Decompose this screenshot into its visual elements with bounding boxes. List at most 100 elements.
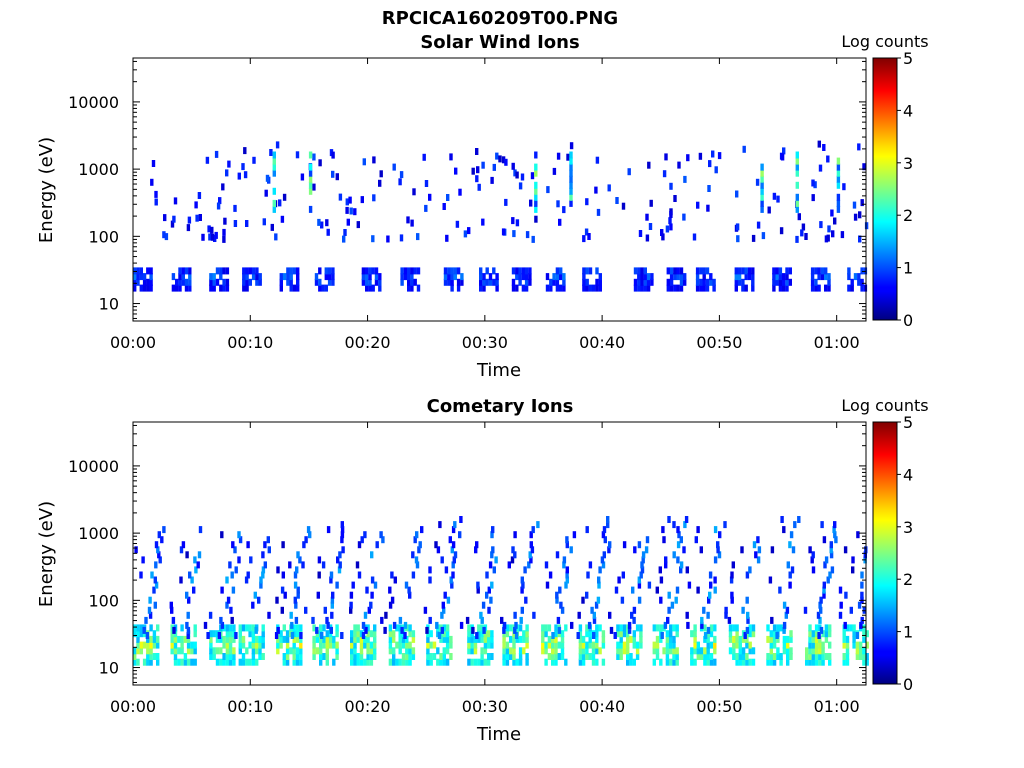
heatmap-cell <box>405 635 409 643</box>
heatmap-cell <box>349 606 353 614</box>
heatmap-cell <box>217 632 222 639</box>
heatmap-cell <box>416 267 421 275</box>
heatmap-cell <box>808 641 812 649</box>
heatmap-cell <box>635 624 640 632</box>
heatmap-cell <box>365 586 369 594</box>
heatmap-cell <box>529 531 533 539</box>
heatmap-cell <box>398 616 403 624</box>
heatmap-cell <box>133 647 137 655</box>
heatmap-cell <box>321 284 325 292</box>
heatmap-cell <box>408 630 412 638</box>
heatmap-cell <box>332 641 336 649</box>
heatmap-cell <box>520 173 525 181</box>
heatmap-cell <box>665 641 670 649</box>
heatmap-cell <box>327 273 332 281</box>
heatmap-cell <box>808 653 812 660</box>
heatmap-cell <box>331 591 335 599</box>
heatmap-cell <box>208 611 213 619</box>
heatmap-cell <box>336 556 340 564</box>
heatmap-cell <box>607 546 611 554</box>
heatmap-cell <box>212 273 216 281</box>
heatmap-cell <box>544 630 548 638</box>
heatmap-cell <box>699 546 703 554</box>
heatmap-cell <box>173 197 178 205</box>
heatmap-cell <box>820 267 825 275</box>
heatmap-cell <box>511 546 515 554</box>
heatmap-cell <box>782 621 787 629</box>
heatmap-cell <box>785 267 789 275</box>
heatmap-cell <box>443 278 448 286</box>
heatmap-cell <box>280 586 285 594</box>
heatmap-cell <box>851 556 855 564</box>
heatmap-cell <box>760 175 764 183</box>
heatmap-cell <box>133 267 137 275</box>
heatmap-cell <box>674 596 678 604</box>
heatmap-cell <box>238 641 242 649</box>
heatmap-cell <box>405 647 409 655</box>
heatmap-cell <box>819 606 823 614</box>
heatmap-cell <box>786 641 790 649</box>
heatmap-cell <box>780 153 785 161</box>
heatmap-cell <box>699 267 703 275</box>
heatmap-cell <box>649 199 653 207</box>
heatmap-cell <box>245 267 249 275</box>
heatmap-cell <box>562 556 567 564</box>
heatmap-cell <box>576 632 580 639</box>
heatmap-cell <box>827 284 831 292</box>
heatmap-cell <box>460 273 464 281</box>
heatmap-cell <box>355 561 360 569</box>
heatmap-cell <box>325 647 329 655</box>
heatmap-cell <box>442 653 446 660</box>
heatmap-cell <box>146 641 150 649</box>
heatmap-cell <box>485 278 489 286</box>
heatmap-cell <box>443 267 448 275</box>
heatmap-cell <box>811 179 815 187</box>
heatmap-cell <box>215 658 220 666</box>
heatmap-cell <box>373 635 377 643</box>
heatmap-cell <box>330 596 335 604</box>
heatmap-cell <box>752 541 757 549</box>
heatmap-cell <box>819 596 823 604</box>
heatmap-cell <box>326 621 330 629</box>
heatmap-cell <box>282 635 286 643</box>
heatmap-cell <box>216 202 221 210</box>
heatmap-cell <box>146 647 150 655</box>
heatmap-cell <box>528 267 532 275</box>
heatmap-cell <box>481 161 485 169</box>
heatmap-cell <box>767 206 771 214</box>
heatmap-cell <box>528 278 532 286</box>
heatmap-cell <box>450 581 454 589</box>
heatmap-cell <box>467 641 471 649</box>
x-tick-label: 00:40 <box>579 697 625 716</box>
heatmap-cell <box>188 571 192 579</box>
heatmap-cell <box>222 267 226 275</box>
heatmap-cell <box>741 284 745 292</box>
heatmap-cell <box>483 635 488 643</box>
heatmap-cell <box>547 624 552 632</box>
heatmap-cell <box>735 630 739 638</box>
heatmap-cell <box>325 219 329 227</box>
heatmap-cell <box>665 658 670 666</box>
heatmap-cell <box>818 635 822 643</box>
heatmap-cell <box>666 284 670 292</box>
heatmap-cell <box>595 284 599 292</box>
heatmap-cell <box>816 611 821 619</box>
heatmap-cell <box>694 536 698 544</box>
heatmap-cell <box>429 658 433 666</box>
heatmap-cell <box>779 624 783 632</box>
heatmap-cell <box>849 606 853 614</box>
heatmap-cell <box>569 199 573 207</box>
heatmap-cell <box>285 630 290 638</box>
heatmap-cell <box>672 647 676 655</box>
heatmap-cell <box>713 576 717 584</box>
heatmap-cell <box>442 635 446 643</box>
heatmap-cell <box>826 234 830 242</box>
heatmap-cell <box>259 576 263 584</box>
heatmap-cell <box>299 624 303 632</box>
heatmap-cell <box>515 267 519 275</box>
heatmap-cell <box>392 635 396 643</box>
heatmap-cell <box>139 641 143 649</box>
heatmap-cell <box>319 647 323 655</box>
heatmap-cell <box>242 273 246 281</box>
heatmap-cell <box>392 653 396 660</box>
